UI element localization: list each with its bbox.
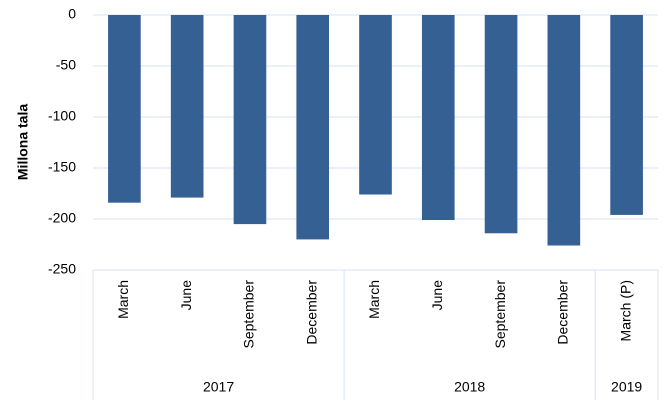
bar <box>233 15 267 225</box>
x-tick-label: March (P) <box>617 280 633 341</box>
bar <box>421 15 455 221</box>
x-tick-label: December <box>303 280 319 345</box>
x-group-label: 2018 <box>454 379 485 395</box>
y-axis-label: Millona tala <box>15 104 31 180</box>
x-tick-label: September <box>241 280 257 349</box>
bar <box>359 15 392 195</box>
x-tick-label: June <box>429 280 445 311</box>
bar <box>108 15 141 203</box>
x-tick-label: March <box>115 280 131 319</box>
bar <box>170 15 204 198</box>
x-group-label: 2019 <box>611 379 642 395</box>
bar <box>547 15 581 246</box>
x-tick-label: March <box>366 280 382 319</box>
y-tick-label: -200 <box>48 210 76 226</box>
x-tick-label: June <box>178 280 194 311</box>
x-group-label: 2017 <box>203 379 234 395</box>
y-tick-label: -250 <box>48 261 76 277</box>
y-tick-label: 0 <box>68 6 76 22</box>
bar <box>610 15 643 215</box>
y-tick-label: -100 <box>48 108 76 124</box>
y-tick-label: -50 <box>56 57 76 73</box>
x-tick-label: December <box>555 280 571 345</box>
x-tick-label: September <box>492 280 508 349</box>
bar <box>484 15 518 234</box>
y-tick-label: -150 <box>48 159 76 175</box>
bar <box>296 15 330 240</box>
